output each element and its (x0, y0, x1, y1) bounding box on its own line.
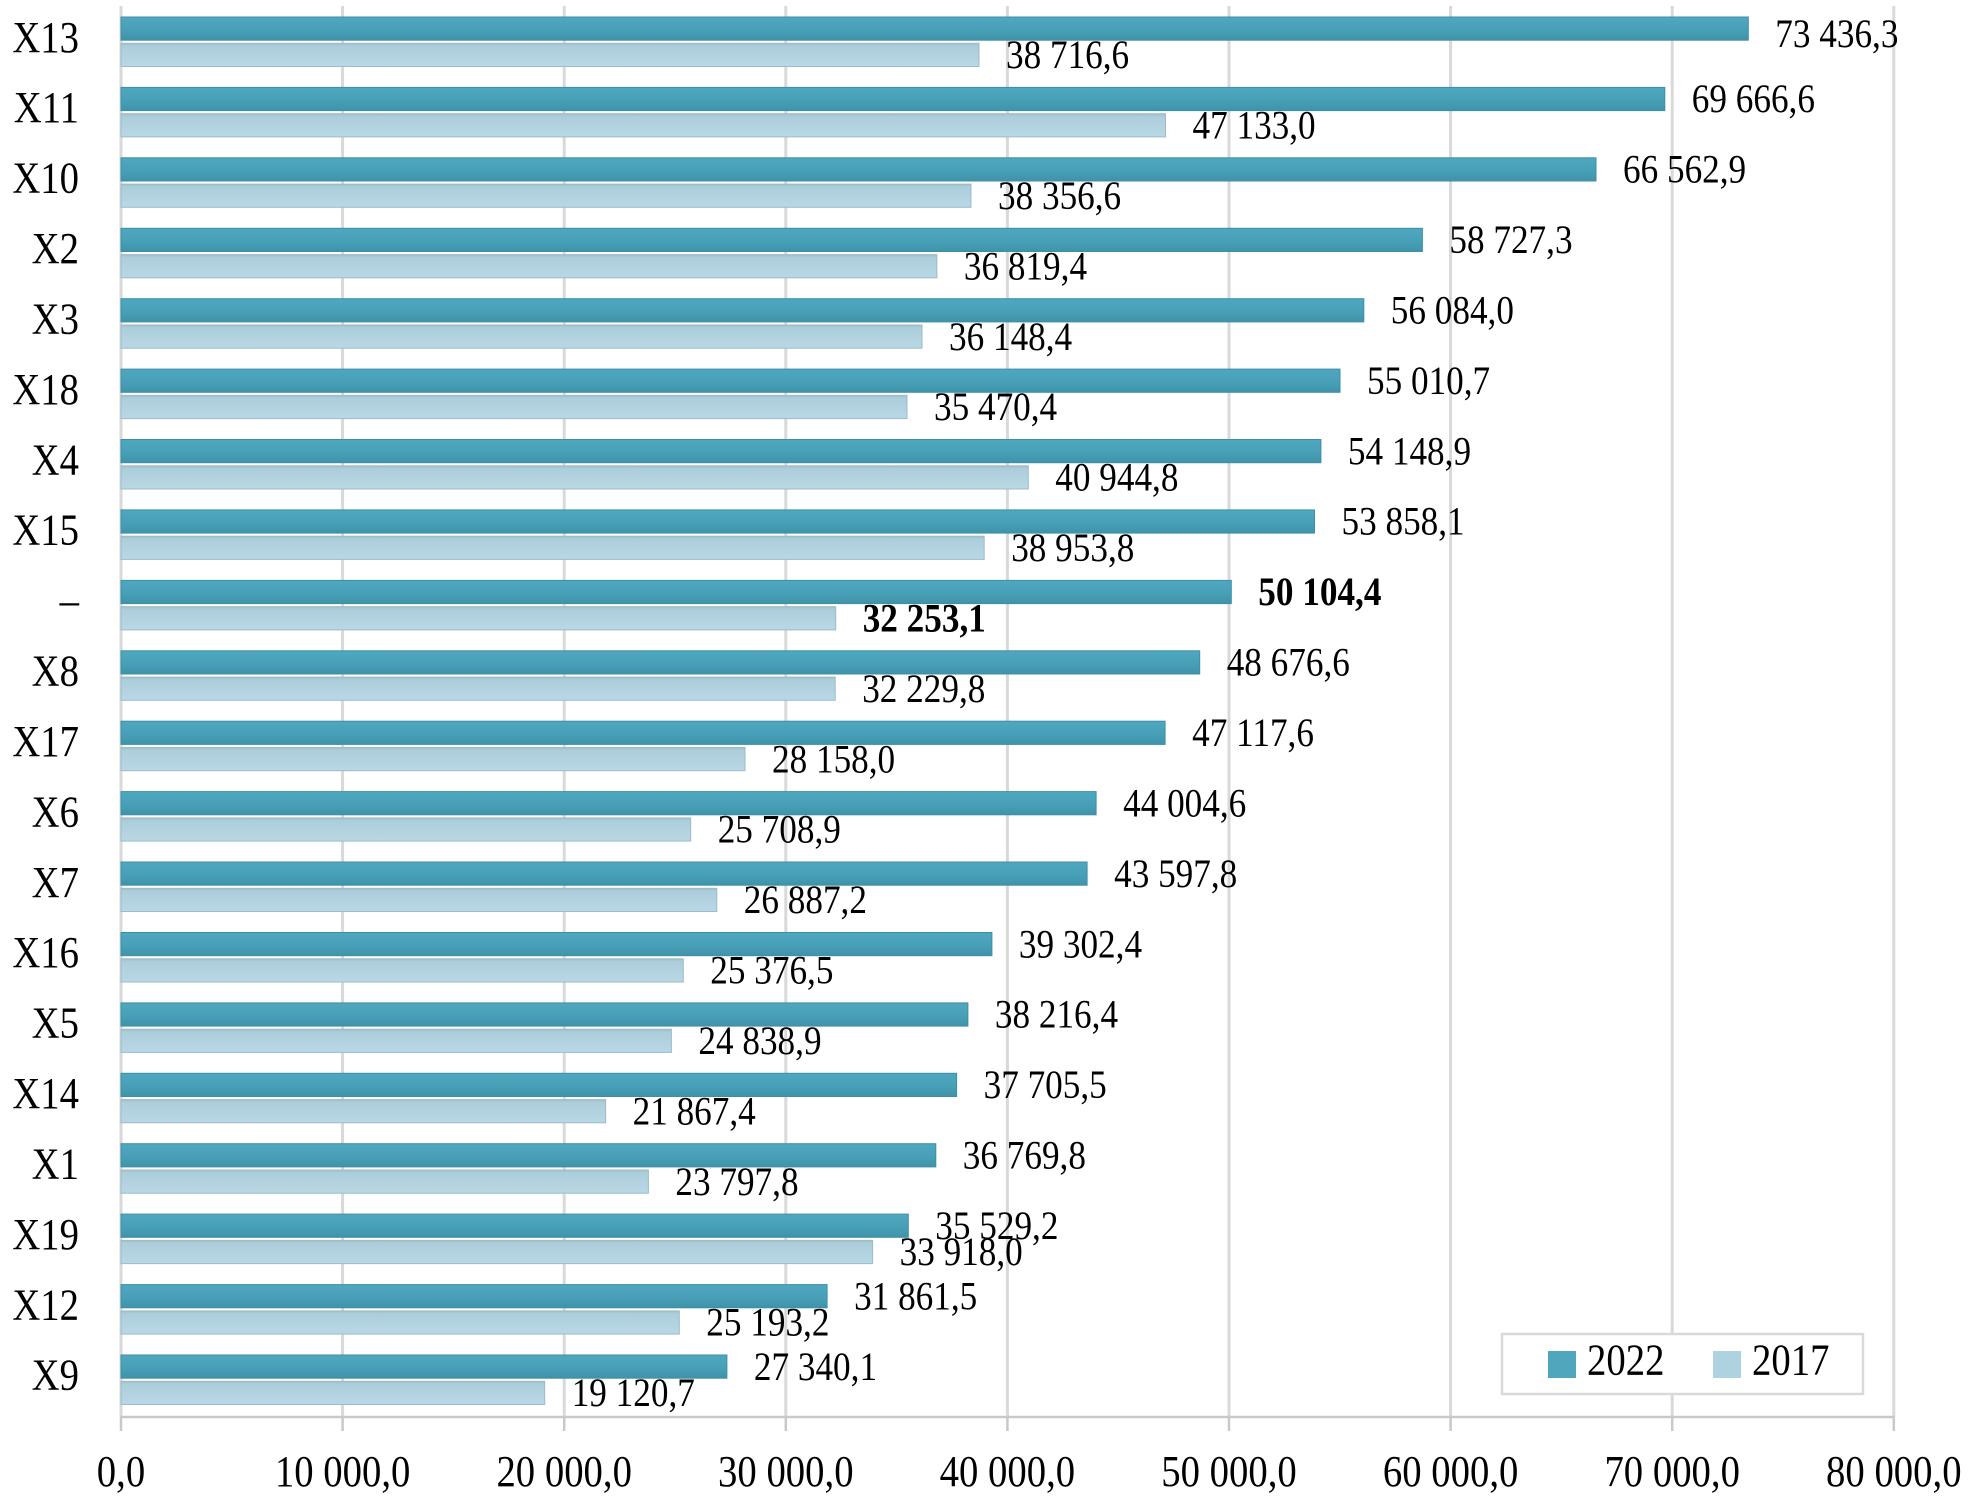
svg-text:32 253,1: 32 253,1 (863, 596, 986, 641)
svg-text:–: – (59, 576, 80, 625)
svg-text:60 000,0: 60 000,0 (1383, 1447, 1518, 1496)
svg-text:X11: X11 (14, 83, 79, 132)
svg-text:66 562,9: 66 562,9 (1623, 148, 1746, 193)
svg-text:19 120,7: 19 120,7 (572, 1371, 695, 1416)
svg-text:X16: X16 (12, 928, 79, 977)
svg-text:40 000,0: 40 000,0 (940, 1447, 1075, 1496)
svg-text:X4: X4 (32, 435, 80, 484)
svg-text:X10: X10 (12, 153, 79, 202)
svg-text:70 000,0: 70 000,0 (1604, 1447, 1739, 1496)
svg-text:X14: X14 (12, 1069, 79, 1118)
svg-text:35 470,4: 35 470,4 (934, 385, 1057, 430)
svg-text:31 861,5: 31 861,5 (854, 1274, 977, 1319)
svg-text:X7: X7 (32, 858, 79, 907)
svg-text:43 597,8: 43 597,8 (1114, 852, 1237, 897)
svg-text:37 705,5: 37 705,5 (984, 1063, 1107, 1108)
svg-text:38 356,6: 38 356,6 (998, 174, 1121, 219)
svg-text:25 376,5: 25 376,5 (710, 949, 833, 994)
svg-text:50 104,4: 50 104,4 (1258, 570, 1381, 615)
svg-text:25 708,9: 25 708,9 (718, 808, 841, 853)
svg-text:26 887,2: 26 887,2 (744, 878, 867, 923)
svg-text:0,0: 0,0 (97, 1447, 145, 1496)
svg-text:54 148,9: 54 148,9 (1348, 429, 1471, 474)
svg-text:X6: X6 (32, 787, 79, 836)
svg-text:20 000,0: 20 000,0 (496, 1447, 631, 1496)
svg-text:X5: X5 (32, 998, 79, 1047)
svg-text:27 340,1: 27 340,1 (754, 1345, 877, 1390)
svg-text:23 797,8: 23 797,8 (675, 1160, 798, 1205)
svg-text:30 000,0: 30 000,0 (718, 1447, 853, 1496)
svg-text:80 000,0: 80 000,0 (1826, 1447, 1961, 1496)
svg-text:X17: X17 (12, 717, 79, 766)
svg-text:X18: X18 (12, 365, 79, 414)
svg-text:X2: X2 (32, 224, 79, 273)
svg-text:2017: 2017 (1752, 1335, 1829, 1384)
svg-text:39 302,4: 39 302,4 (1019, 922, 1142, 967)
svg-text:38 716,6: 38 716,6 (1006, 33, 1129, 78)
svg-text:44 004,6: 44 004,6 (1123, 781, 1246, 826)
svg-text:47 117,6: 47 117,6 (1192, 711, 1314, 756)
svg-text:32 229,8: 32 229,8 (862, 667, 985, 712)
svg-text:X3: X3 (32, 294, 79, 343)
svg-text:48 676,6: 48 676,6 (1227, 641, 1350, 686)
svg-text:56 084,0: 56 084,0 (1391, 288, 1514, 333)
svg-text:28 158,0: 28 158,0 (772, 737, 895, 782)
svg-text:X8: X8 (32, 646, 79, 695)
svg-text:10 000,0: 10 000,0 (275, 1447, 410, 1496)
svg-text:X12: X12 (12, 1280, 79, 1329)
svg-text:36 769,8: 36 769,8 (963, 1133, 1086, 1178)
svg-text:55 010,7: 55 010,7 (1367, 359, 1490, 404)
svg-text:50 000,0: 50 000,0 (1161, 1447, 1296, 1496)
svg-text:X1: X1 (32, 1139, 79, 1188)
svg-text:47 133,0: 47 133,0 (1193, 103, 1316, 148)
svg-text:36 148,4: 36 148,4 (949, 315, 1072, 360)
svg-text:21 867,4: 21 867,4 (633, 1089, 756, 1134)
svg-text:36 819,4: 36 819,4 (964, 244, 1087, 289)
svg-text:X15: X15 (12, 505, 79, 554)
svg-text:69 666,6: 69 666,6 (1692, 77, 1815, 122)
svg-text:X19: X19 (12, 1210, 79, 1259)
svg-text:X13: X13 (12, 13, 79, 62)
svg-text:58 727,3: 58 727,3 (1449, 218, 1572, 263)
svg-text:24 838,9: 24 838,9 (698, 1019, 821, 1064)
svg-text:73 436,3: 73 436,3 (1775, 12, 1898, 57)
svg-text:38 216,4: 38 216,4 (995, 993, 1118, 1038)
svg-text:X9: X9 (32, 1350, 79, 1399)
svg-text:53 858,1: 53 858,1 (1342, 500, 1465, 545)
svg-text:33 918,0: 33 918,0 (900, 1230, 1023, 1275)
svg-text:25 193,2: 25 193,2 (706, 1301, 829, 1346)
svg-text:2022: 2022 (1587, 1335, 1664, 1384)
svg-text:40 944,8: 40 944,8 (1055, 456, 1178, 501)
svg-text:38 953,8: 38 953,8 (1011, 526, 1134, 571)
svg-text:35 529,2: 35 529,2 (935, 1204, 1058, 1249)
